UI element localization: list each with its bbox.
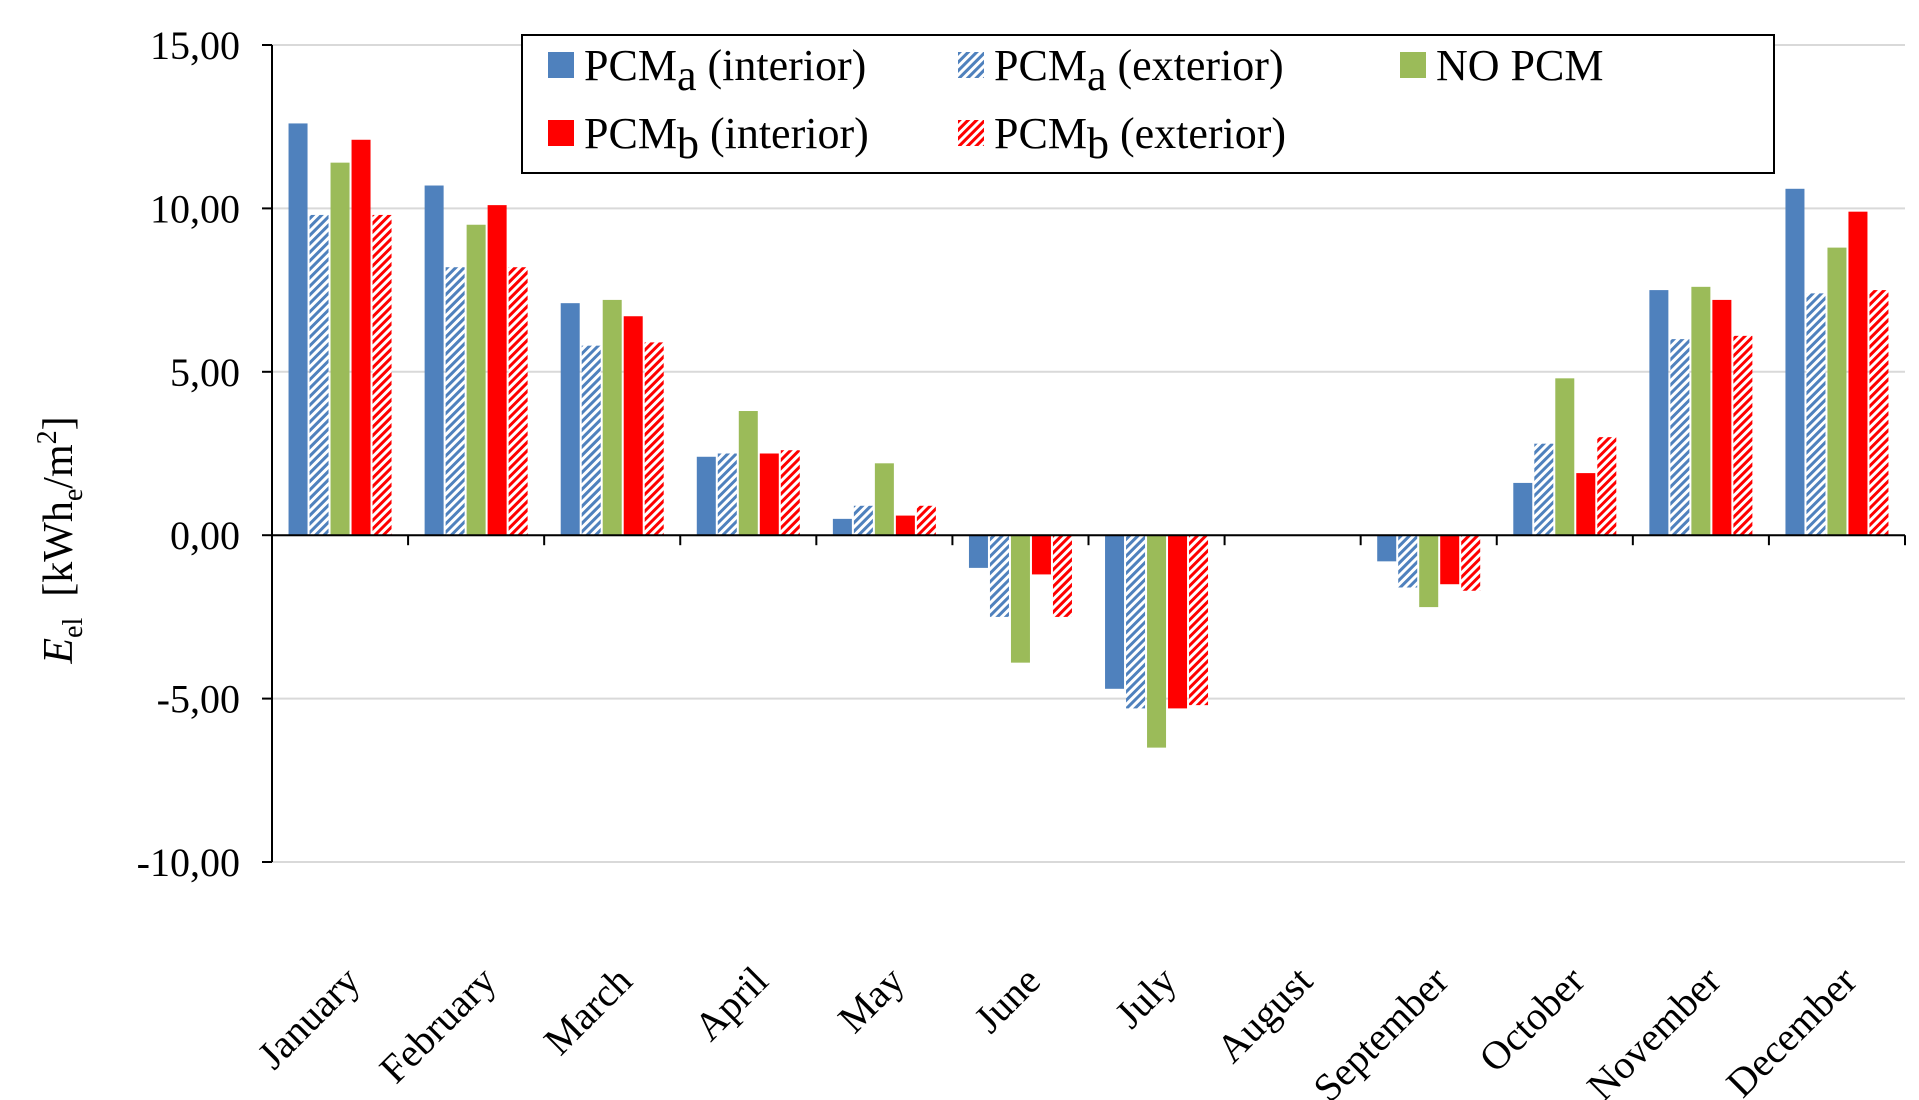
legend-swatch: [1400, 52, 1426, 78]
legend-label: PCMb (interior): [584, 109, 869, 168]
bar: [330, 162, 350, 536]
x-tick-label: February: [371, 958, 505, 1092]
y-tick-label: -5,00: [157, 677, 240, 722]
x-tick-label: November: [1578, 958, 1729, 1100]
legend-box: [521, 34, 1775, 174]
y-tick-label: 0,00: [170, 513, 240, 558]
bar: [780, 450, 800, 536]
bar: [1419, 535, 1439, 608]
bar: [874, 463, 894, 536]
legend-swatch: [548, 52, 574, 78]
bar: [1398, 535, 1418, 588]
bar: [560, 303, 580, 536]
bar: [351, 139, 371, 536]
bar: [1733, 335, 1753, 536]
bar: [1869, 290, 1889, 536]
bar: [1105, 535, 1125, 689]
x-tick-label: August: [1207, 958, 1321, 1072]
bar: [1712, 299, 1732, 536]
bar: [1513, 482, 1533, 536]
bar: [1806, 293, 1826, 536]
x-tick-label: October: [1470, 958, 1593, 1081]
bar: [1848, 211, 1868, 536]
bar: [1377, 535, 1397, 562]
bar: [1461, 535, 1481, 591]
y-tick-label: 15,00: [150, 23, 240, 68]
y-tick-label: 10,00: [150, 186, 240, 231]
axes: [262, 44, 1906, 863]
bar: [1649, 290, 1669, 536]
bar: [696, 456, 716, 536]
bar: [623, 316, 643, 536]
bar: [989, 535, 1009, 617]
bar: [581, 345, 601, 536]
bar: [1691, 286, 1711, 536]
bar: [717, 453, 737, 536]
bars: [288, 123, 1889, 748]
bar: [466, 224, 486, 536]
legend-swatch: [958, 52, 984, 78]
x-tick-labels: January February March April May June July Augu…: [249, 958, 1866, 1100]
bar: [309, 214, 329, 536]
bar: [1147, 535, 1167, 748]
x-tick-label: May: [829, 958, 913, 1042]
bar: [1670, 339, 1690, 536]
bar: [1827, 247, 1847, 536]
bar: [1189, 535, 1209, 706]
legend-swatch: [548, 120, 574, 146]
bar: [1785, 188, 1805, 536]
bar: [508, 267, 528, 536]
bar: [1597, 437, 1617, 536]
y-axis-title: Eel [kWhe/m2]: [32, 416, 89, 664]
y-tick-label: -10,00: [137, 840, 240, 885]
legend: PCMa (interior) PCMa (exterior) NO PCM PCMb…: [521, 34, 1775, 174]
bar: [487, 205, 507, 536]
bar: [372, 214, 392, 536]
bar: [968, 535, 988, 568]
bar: [602, 299, 622, 536]
legend-label: PCMa (exterior): [994, 41, 1284, 100]
x-tick-label: September: [1304, 958, 1457, 1100]
bar: [1534, 443, 1554, 536]
bar: [759, 453, 779, 536]
bar: [895, 515, 915, 536]
bar: [445, 267, 465, 536]
bar: [1576, 473, 1596, 536]
bar: [644, 342, 664, 536]
bar: [1555, 378, 1575, 536]
x-tick-label: April: [685, 958, 777, 1050]
y-tick-labels: 15,00 10,00 5,00 0,00 -5,00 -10,00: [137, 23, 240, 885]
bar: [832, 518, 852, 536]
bar: [1010, 535, 1030, 663]
legend-swatch: [958, 120, 984, 146]
bar: [853, 505, 873, 536]
bar: [738, 411, 758, 536]
legend-label: NO PCM: [1436, 41, 1604, 90]
x-tick-label: July: [1106, 958, 1185, 1037]
bar: [1440, 535, 1460, 585]
bar: [1168, 535, 1188, 709]
bar: [916, 505, 936, 536]
bar: [1031, 535, 1051, 575]
bar: [288, 123, 308, 536]
y-tick-label: 5,00: [170, 350, 240, 395]
bar: [424, 185, 444, 536]
x-tick-label: December: [1717, 958, 1865, 1100]
x-tick-label: March: [535, 958, 641, 1064]
legend-label: PCMa (interior): [584, 41, 866, 100]
legend-label: PCMb (exterior): [994, 109, 1286, 168]
x-tick-label: January: [249, 958, 369, 1078]
bar: [1052, 535, 1072, 617]
bar: [1126, 535, 1146, 709]
x-tick-label: June: [965, 958, 1049, 1042]
